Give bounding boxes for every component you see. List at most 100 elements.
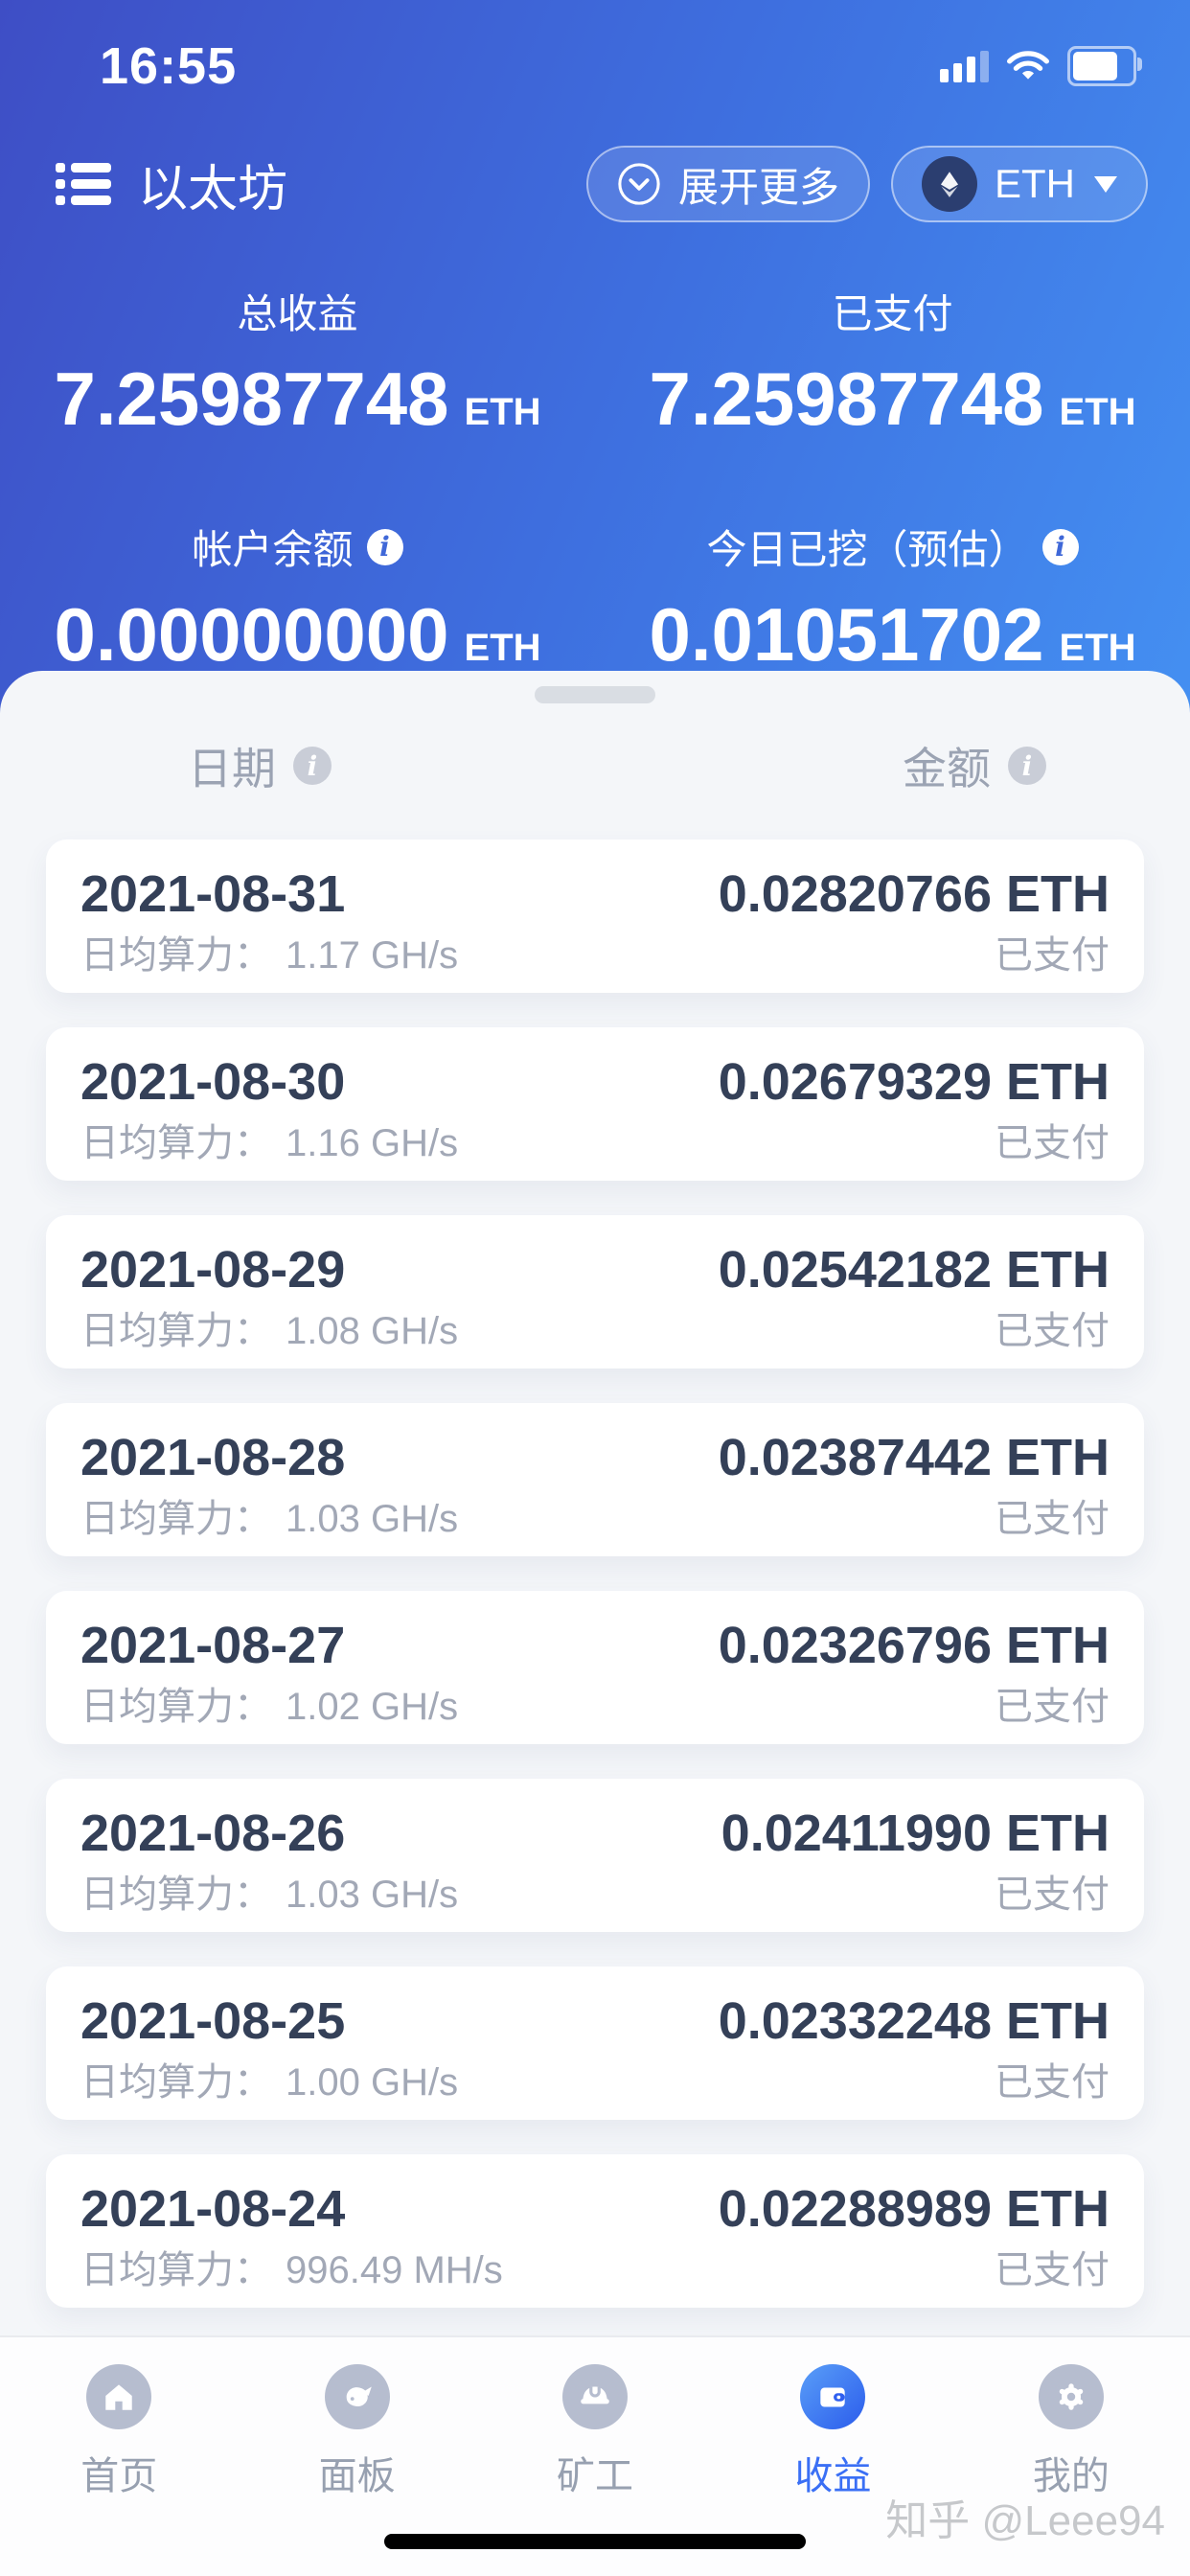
row-status-badge: 已支付 [995, 2061, 1110, 2104]
home-indicator[interactable] [384, 2534, 806, 2549]
row-amount: 0.02411990 ETH [721, 1805, 1110, 1862]
row-amount: 0.02332248 ETH [718, 1992, 1110, 2050]
list-menu-icon[interactable] [56, 161, 111, 207]
expand-more-button[interactable]: 展开更多 [585, 146, 870, 222]
chevron-down-circle-icon [618, 163, 660, 205]
coin-selector-button[interactable]: ETH [891, 146, 1148, 222]
row-date: 2021-08-30 [80, 1053, 346, 1111]
row-status-badge: 已支付 [995, 1498, 1110, 1540]
eth-logo-icon [922, 156, 977, 212]
fish-icon [346, 2386, 372, 2407]
list-column-headers: 日期 i 金额 i [188, 734, 1046, 797]
row-date: 2021-08-28 [80, 1429, 346, 1486]
earnings-list: 2021-08-31 日均算力： 1.17 GH/s 0.02820766 ETH… [0, 840, 1190, 2400]
earnings-row[interactable]: 2021-08-28 日均算力： 1.03 GH/s 0.02387442 ETH… [46, 1403, 1144, 1556]
tab-home[interactable]: 首页 [0, 2364, 238, 2500]
date-column-label: 日期 [188, 744, 276, 794]
date-info-icon[interactable]: i [293, 747, 332, 785]
info-icon[interactable]: i [366, 528, 403, 565]
cellular-signal-icon [940, 50, 989, 82]
hero-header: 16:55 以太坊 [0, 0, 1190, 757]
tab-gear[interactable]: 我的 [952, 2364, 1190, 2500]
row-hashrate: 1.08 GH/s [286, 1310, 459, 1352]
row-date: 2021-08-24 [80, 2180, 346, 2238]
tab-label: 收益 [794, 2455, 872, 2497]
stat-label: 帐户余额 [192, 527, 354, 572]
stat-unit: ETH [464, 627, 541, 669]
stat-value: 7.25987748 [649, 356, 1044, 441]
amount-info-icon[interactable]: i [1008, 747, 1046, 785]
row-status-badge: 已支付 [995, 2249, 1110, 2291]
row-date: 2021-08-27 [80, 1617, 346, 1674]
stat-label: 已支付 [832, 291, 953, 336]
row-hashrate: 1.02 GH/s [286, 1686, 459, 1728]
drag-handle[interactable] [535, 686, 655, 703]
tab-icon-circle [562, 2364, 629, 2429]
stat-value: 0.01051702 [649, 592, 1044, 677]
hashrate-label: 日均算力： [80, 1686, 272, 1728]
page-title: 以太坊 [138, 161, 288, 218]
gear-icon [1059, 2383, 1084, 2410]
tab-label: 面板 [318, 2455, 396, 2497]
watermark: 知乎 @Leee94 [885, 2497, 1165, 2544]
row-hashrate: 1.17 GH/s [286, 934, 459, 977]
row-amount: 0.02387442 ETH [718, 1429, 1110, 1486]
hashrate-label: 日均算力： [80, 1122, 272, 1164]
stat-unit: ETH [1059, 627, 1136, 669]
earnings-row[interactable]: 2021-08-26 日均算力： 1.03 GH/s 0.02411990 ETH… [46, 1779, 1144, 1932]
row-status-badge: 已支付 [995, 934, 1110, 977]
row-hashrate: 1.00 GH/s [286, 2061, 459, 2104]
hashrate-label: 日均算力： [80, 2249, 272, 2291]
tab-fish[interactable]: 面板 [238, 2364, 475, 2500]
row-date: 2021-08-25 [80, 1992, 346, 2050]
row-date: 2021-08-31 [80, 865, 346, 923]
status-time: 16:55 [100, 37, 238, 95]
stat-cell: 帐户余额 i 0.00000000 ETH [0, 518, 595, 678]
hashrate-label: 日均算力： [80, 1498, 272, 1540]
stats-grid: 总收益 7.25987748 ETH 已支付 7.25987748 ETH 帐户… [0, 282, 1190, 678]
row-hashrate: 1.16 GH/s [286, 1122, 459, 1164]
row-hashrate: 996.49 MH/s [286, 2249, 503, 2291]
row-amount: 0.02679329 ETH [718, 1053, 1110, 1111]
wifi-icon [1007, 51, 1049, 80]
stat-cell: 已支付 7.25987748 ETH [595, 282, 1190, 443]
tab-icon-circle [324, 2364, 390, 2429]
row-amount: 0.02820766 ETH [718, 865, 1110, 923]
stat-cell: 今日已挖（预估） i 0.01051702 ETH [595, 518, 1190, 678]
row-status-badge: 已支付 [995, 1874, 1110, 1916]
stat-label: 总收益 [237, 291, 358, 336]
stat-value: 7.25987748 [54, 356, 449, 441]
earnings-row[interactable]: 2021-08-24 日均算力： 996.49 MH/s 0.02288989 E… [46, 2154, 1144, 2308]
helmet-icon [581, 2386, 609, 2404]
tab-wallet[interactable]: 收益 [714, 2364, 951, 2500]
row-amount: 0.02288989 ETH [718, 2180, 1110, 2238]
earnings-sheet: 日期 i 金额 i 2021-08-31 日均算力： 1.17 GH/s 0.02… [0, 671, 1190, 2576]
status-bar: 16:55 [0, 0, 1190, 96]
tab-label: 矿工 [557, 2455, 634, 2497]
earnings-row[interactable]: 2021-08-29 日均算力： 1.08 GH/s 0.02542182 ETH… [46, 1215, 1144, 1368]
stat-value: 0.00000000 [54, 592, 449, 677]
row-amount: 0.02542182 ETH [718, 1241, 1110, 1299]
expand-more-label: 展开更多 [677, 164, 839, 210]
earnings-row[interactable]: 2021-08-30 日均算力： 1.16 GH/s 0.02679329 ETH… [46, 1027, 1144, 1181]
app-bar: 以太坊 展开更多 ETH [0, 146, 1190, 222]
tab-helmet[interactable]: 矿工 [476, 2364, 714, 2500]
earnings-row[interactable]: 2021-08-25 日均算力： 1.00 GH/s 0.02332248 ETH… [46, 1966, 1144, 2120]
tab-icon-circle [86, 2364, 152, 2429]
earnings-row[interactable]: 2021-08-31 日均算力： 1.17 GH/s 0.02820766 ETH… [46, 840, 1144, 993]
row-amount: 0.02326796 ETH [718, 1617, 1110, 1674]
info-icon[interactable]: i [1041, 528, 1079, 565]
battery-icon [1067, 46, 1142, 86]
earnings-row[interactable]: 2021-08-27 日均算力： 1.02 GH/s 0.02326796 ETH… [46, 1591, 1144, 1744]
dropdown-caret-icon [1094, 175, 1117, 193]
tab-icon-circle [1038, 2364, 1104, 2429]
tab-icon-circle [800, 2364, 866, 2429]
tab-label: 首页 [80, 2455, 158, 2497]
home-icon [105, 2384, 132, 2410]
row-status-badge: 已支付 [995, 1310, 1110, 1352]
stat-unit: ETH [464, 391, 541, 433]
hashrate-label: 日均算力： [80, 1310, 272, 1352]
row-hashrate: 1.03 GH/s [286, 1498, 459, 1540]
stat-unit: ETH [1059, 391, 1136, 433]
row-status-badge: 已支付 [995, 1686, 1110, 1728]
